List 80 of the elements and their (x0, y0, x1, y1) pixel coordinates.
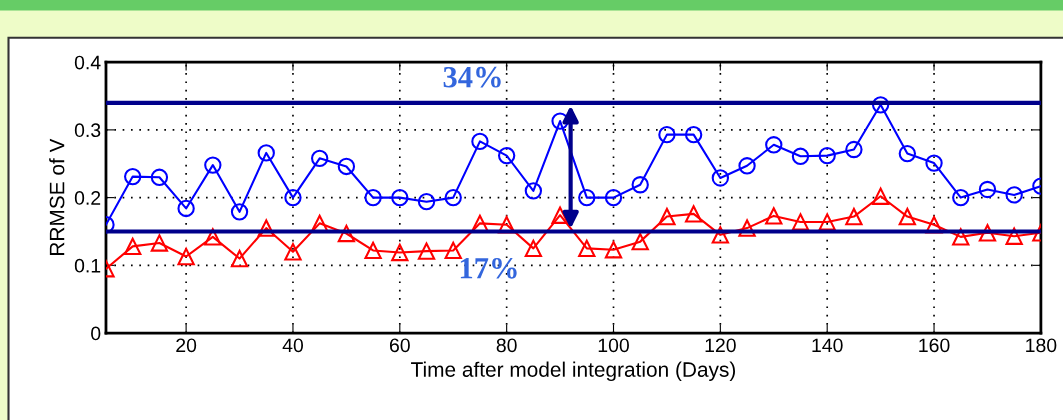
point (684, 125, 703, 144)
point (497, 146, 516, 165)
point (230, 203, 249, 221)
x-tick-label: 140 (812, 338, 843, 353)
y-tick-label: 0 (91, 326, 101, 341)
point (898, 144, 917, 163)
point (230, 249, 249, 268)
point (925, 154, 943, 172)
point (337, 224, 356, 243)
point (444, 188, 462, 207)
x-axis-title: Time after model integration (Days) (411, 361, 736, 382)
point (204, 156, 222, 174)
point (417, 192, 436, 211)
point (978, 180, 997, 199)
x-tick-label: 160 (919, 338, 950, 353)
x-tick-label: 120 (705, 338, 736, 353)
point (124, 167, 142, 186)
point (711, 226, 730, 244)
point (1005, 227, 1023, 245)
x-tick-label: 180 (1026, 338, 1057, 353)
point (604, 241, 623, 259)
y-tick-label: 0.1 (74, 258, 101, 273)
point (791, 147, 810, 165)
point (631, 176, 649, 194)
point (765, 136, 783, 154)
point (551, 206, 569, 224)
point (604, 188, 623, 207)
point (284, 188, 302, 207)
point (257, 144, 275, 162)
point (391, 188, 409, 207)
point (444, 241, 462, 260)
point (257, 219, 275, 237)
point (952, 228, 970, 246)
point (337, 157, 356, 176)
y-tick-label: 0.3 (74, 123, 101, 138)
x-tick-label: 40 (282, 338, 304, 353)
point (631, 232, 649, 251)
point (871, 96, 890, 114)
point (551, 112, 569, 130)
point (364, 241, 382, 260)
point (578, 239, 596, 258)
point (1005, 186, 1023, 204)
y-tick-label: 0.4 (74, 55, 101, 70)
point (150, 234, 169, 252)
point (658, 125, 676, 144)
point (150, 168, 169, 186)
point (978, 224, 997, 242)
point (871, 187, 890, 205)
y-tick-label: 0.2 (74, 191, 101, 205)
y-axis-title: RRMSE of V (49, 138, 65, 255)
point (471, 132, 489, 151)
point (524, 182, 543, 200)
point (364, 188, 382, 207)
point (818, 146, 836, 165)
x-tick-label: 100 (598, 338, 629, 353)
point (765, 207, 783, 225)
x-tick-label: 60 (389, 338, 410, 353)
point (311, 149, 329, 168)
point (177, 247, 195, 266)
point (952, 188, 970, 207)
point (738, 157, 756, 175)
point (845, 140, 863, 159)
point (391, 243, 409, 262)
point (684, 205, 703, 223)
annotation: 34% (443, 66, 501, 88)
point (204, 228, 222, 246)
point (177, 199, 195, 218)
point (711, 169, 730, 187)
point (417, 242, 436, 260)
x-tick-label: 20 (176, 338, 197, 353)
point (124, 237, 142, 256)
point (524, 239, 543, 258)
point (284, 243, 302, 261)
point (898, 207, 917, 226)
point (578, 188, 596, 207)
point (845, 207, 863, 226)
point (738, 219, 756, 237)
point (658, 207, 676, 226)
annotation: 17% (460, 257, 517, 279)
x-tick-label: 80 (496, 338, 517, 353)
